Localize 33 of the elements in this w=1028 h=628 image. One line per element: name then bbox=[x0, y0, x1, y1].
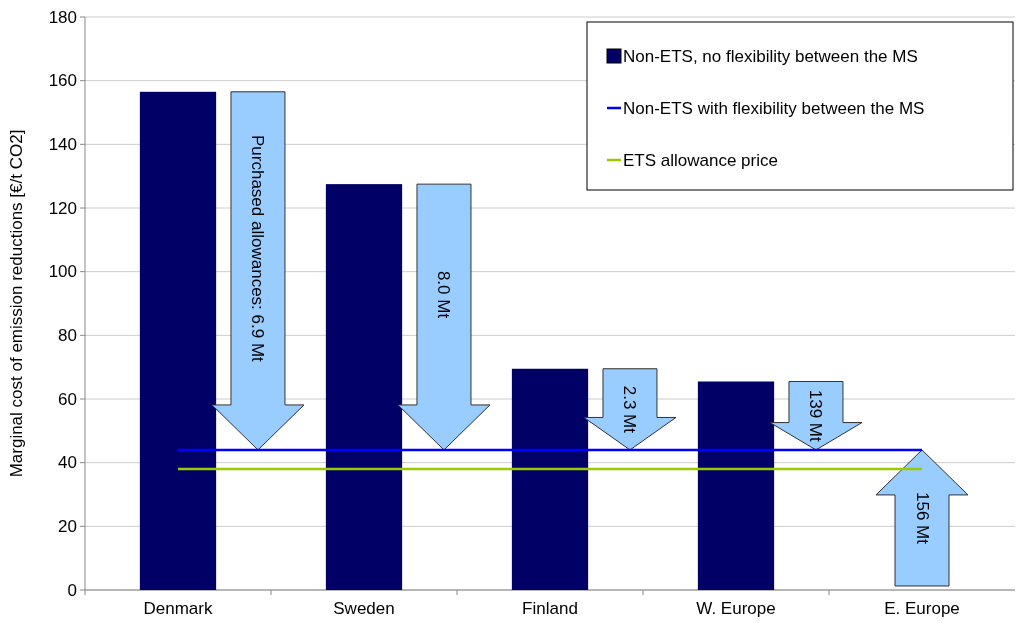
annotation: Purchased allowances: 6.9 Mt bbox=[248, 134, 268, 363]
y-tick-label: 180 bbox=[48, 7, 77, 27]
annotation: 139 Mt bbox=[806, 389, 826, 442]
x-tick-label: W. Europe bbox=[696, 599, 776, 618]
bar bbox=[139, 91, 217, 590]
bar bbox=[511, 368, 589, 590]
x-tick-label: Finland bbox=[522, 599, 578, 618]
legend-label: Non-ETS with flexibility between the MS bbox=[623, 98, 925, 118]
x-tick-label: Sweden bbox=[333, 599, 395, 618]
arrow: 8.0 Mt bbox=[397, 183, 491, 451]
bar bbox=[697, 381, 775, 590]
y-tick-label: 20 bbox=[58, 516, 77, 536]
y-tick-label: 100 bbox=[48, 262, 77, 282]
y-tick-label: 80 bbox=[58, 325, 77, 345]
bar bbox=[325, 184, 403, 590]
y-tick-label: 160 bbox=[48, 71, 77, 91]
y-axis-title: Marginal cost of emission reductions [€/t CO2] bbox=[7, 129, 26, 478]
arrow: 139 Mt bbox=[769, 381, 863, 451]
y-tick-label: 40 bbox=[58, 453, 77, 473]
annotation: 2.3 Mt bbox=[620, 385, 640, 434]
y-tick-label: 140 bbox=[48, 134, 77, 154]
arrow: 156 Mt bbox=[875, 449, 969, 587]
arrow: Purchased allowances: 6.9 Mt bbox=[211, 91, 305, 451]
x-tick-label: E. Europe bbox=[884, 599, 960, 618]
y-tick-label: 0 bbox=[67, 580, 77, 600]
annotation: 156 Mt bbox=[912, 491, 932, 545]
annotation: 8.0 Mt bbox=[434, 270, 454, 319]
legend-label: Non-ETS, no flexibility between the MS bbox=[623, 46, 918, 66]
x-tick-label: Denmark bbox=[143, 599, 213, 618]
y-tick-label: 60 bbox=[58, 389, 77, 409]
arrow: 2.3 Mt bbox=[583, 368, 677, 451]
legend-label: ETS allowance price bbox=[623, 150, 778, 170]
y-tick-label: 120 bbox=[48, 198, 77, 218]
